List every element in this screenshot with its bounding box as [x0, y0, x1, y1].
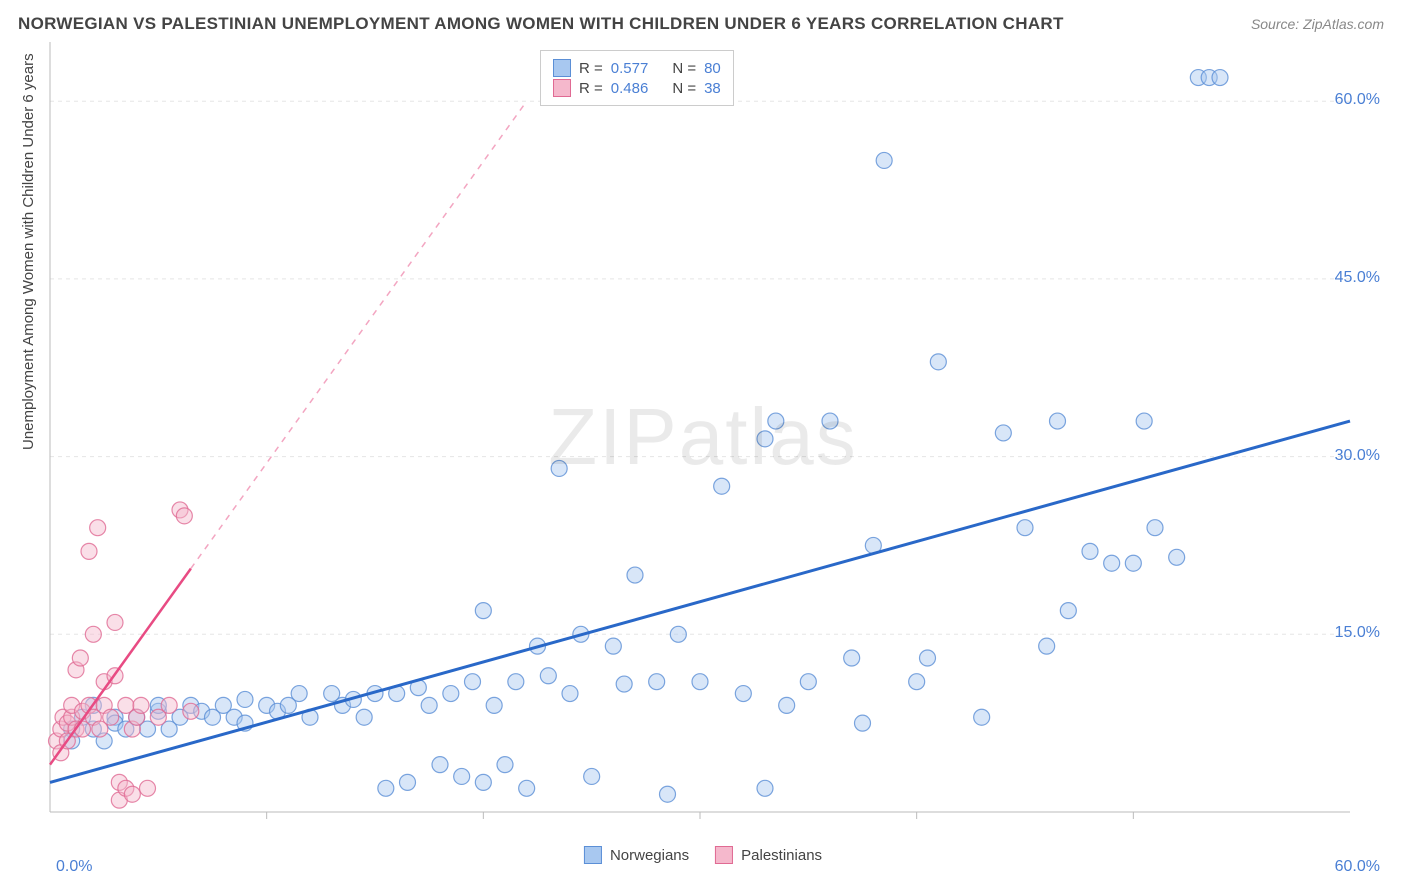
source-attribution: Source: ZipAtlas.com [1251, 16, 1384, 32]
legend-series-label: Norwegians [610, 847, 689, 864]
y-axis-label: Unemployment Among Women with Children U… [20, 53, 37, 450]
y-tick-label: 15.0% [1335, 624, 1380, 642]
legend-swatch [553, 79, 571, 97]
legend-series-label: Palestinians [741, 847, 822, 864]
correlation-legend: R = 0.577 N = 80 R = 0.486 N = 38 [540, 50, 734, 106]
legend-n-value: 80 [704, 60, 721, 77]
x-axis-min-label: 0.0% [56, 858, 92, 876]
legend-swatch [553, 59, 571, 77]
legend-n-label: N = [672, 60, 696, 77]
legend-r-value: 0.486 [611, 80, 649, 97]
scatter-plot-svg [50, 42, 1390, 842]
legend-swatch [715, 846, 733, 864]
legend-n-label: N = [672, 80, 696, 97]
y-tick-label: 60.0% [1335, 91, 1380, 109]
chart-title: NORWEGIAN VS PALESTINIAN UNEMPLOYMENT AM… [18, 14, 1064, 34]
chart-container: NORWEGIAN VS PALESTINIAN UNEMPLOYMENT AM… [0, 0, 1406, 892]
y-tick-label: 45.0% [1335, 269, 1380, 287]
series-legend: Norwegians Palestinians [584, 846, 822, 864]
y-tick-label: 30.0% [1335, 447, 1380, 465]
legend-r-label: R = [579, 60, 603, 77]
legend-r-label: R = [579, 80, 603, 97]
legend-swatch [584, 846, 602, 864]
x-axis-max-label: 60.0% [1335, 858, 1380, 876]
legend-n-value: 38 [704, 80, 721, 97]
legend-r-value: 0.577 [611, 60, 649, 77]
